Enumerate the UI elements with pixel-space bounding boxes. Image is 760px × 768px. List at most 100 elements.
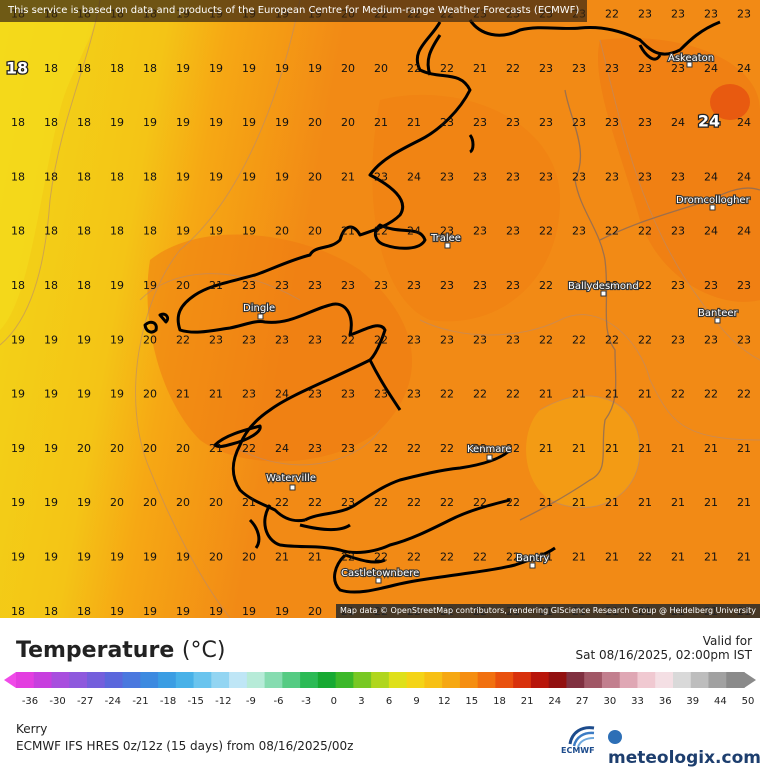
- grid-value: 18: [11, 225, 25, 238]
- grid-value: 19: [242, 605, 256, 618]
- town-dingle[interactable]: Dingle: [242, 302, 276, 315]
- scale-bar: [16, 672, 745, 688]
- temperature-map[interactable]: 18 18 18 18 18 19 19 19 19 19 20 22 22 22 23 23 23 23 22 23…: [0, 0, 760, 618]
- grid-value: 19: [209, 62, 223, 75]
- grid-value: 24: [671, 116, 685, 129]
- grid-value: 22: [539, 279, 553, 292]
- grid-value: 22: [638, 333, 652, 346]
- grid-value: 21: [638, 442, 652, 455]
- town-ballydesmond[interactable]: Ballydesmond: [567, 280, 640, 293]
- scale-tick-label: 3: [358, 696, 364, 707]
- grid-value: 23: [473, 170, 487, 183]
- grid-value: 19: [143, 605, 157, 618]
- town-castletownbere[interactable]: Castletownbere: [340, 567, 420, 580]
- grid-value: 20: [110, 442, 124, 455]
- grid-value: 20: [374, 62, 388, 75]
- grid-value: 23: [539, 116, 553, 129]
- grid-value: 22: [374, 551, 388, 564]
- grid-value: 24: [407, 170, 421, 183]
- town-banteer[interactable]: Banteer: [697, 307, 740, 320]
- grid-value: 23: [572, 279, 586, 292]
- grid-value: 19: [110, 116, 124, 129]
- scale-swatch: [637, 672, 656, 688]
- grid-value: 21: [638, 496, 652, 509]
- color-scale: -36 -30 -27 -24 -21 -18 -15 -12 -9 -6 -3 0 3 6 9 12 15 18…: [4, 672, 756, 707]
- ecmwf-label: ECMWF: [561, 746, 595, 755]
- scale-swatch: [584, 672, 603, 688]
- grid-value: 18: [77, 279, 91, 292]
- grid-value: 24: [704, 225, 718, 238]
- grid-value: 23: [638, 116, 652, 129]
- grid-value: 22: [242, 442, 256, 455]
- grid-value: 19: [143, 279, 157, 292]
- grid-value: 22: [341, 333, 355, 346]
- grid-value: 21: [737, 442, 751, 455]
- meteologix-brand[interactable]: meteologix.com: [608, 728, 760, 768]
- grid-value: 20: [77, 442, 91, 455]
- town-dromcollogher[interactable]: Dromcollogher: [675, 194, 752, 207]
- grid-value: 20: [308, 605, 322, 618]
- grid-value: 20: [176, 442, 190, 455]
- grid-value: 18: [77, 62, 91, 75]
- grid-value: 18: [77, 170, 91, 183]
- grid-value: 21: [539, 442, 553, 455]
- grid-value: 23: [704, 8, 718, 21]
- town-marker-bantry: [529, 562, 536, 569]
- grid-value: 22: [605, 333, 619, 346]
- grid-value: 23: [473, 116, 487, 129]
- grid-value: 19: [110, 279, 124, 292]
- grid-value: 19: [110, 333, 124, 346]
- town-marker-askeaton: [686, 61, 693, 68]
- scale-swatch: [33, 672, 53, 688]
- grid-value: 20: [308, 225, 322, 238]
- town-askeaton[interactable]: Askeaton: [667, 52, 715, 65]
- grid-value: 19: [44, 551, 58, 564]
- town-marker-kenmare: [486, 454, 493, 461]
- grid-value: 23: [605, 62, 619, 75]
- grid-value: 22: [638, 225, 652, 238]
- grid-value: 23: [539, 170, 553, 183]
- grid-value: 19: [176, 62, 190, 75]
- grid-value: 22: [374, 442, 388, 455]
- grid-value: 21: [671, 551, 685, 564]
- meteologix-text: meteologix.com: [608, 748, 760, 768]
- grid-value: 24: [737, 225, 751, 238]
- scale-tick-label: 39: [686, 696, 699, 707]
- grid-value: 22: [275, 496, 289, 509]
- grid-value: 21: [671, 442, 685, 455]
- grid-value: 23: [473, 333, 487, 346]
- grid-value: 22: [506, 442, 520, 455]
- grid-value: 22: [539, 333, 553, 346]
- town-kenmare[interactable]: Kenmare: [466, 443, 513, 456]
- scale-swatch: [513, 672, 532, 688]
- grid-value: 23: [374, 388, 388, 401]
- grid-value: 21: [572, 442, 586, 455]
- scale-swatch: [495, 672, 514, 688]
- grid-value: 22: [440, 551, 454, 564]
- coastline: [143, 19, 721, 594]
- map-area[interactable]: 18 18 18 18 18 19 19 19 19 19 20 22 22 22 23 23 23 23 22 23…: [0, 0, 760, 618]
- grid-value: 23: [737, 279, 751, 292]
- scale-swatch: [353, 672, 372, 688]
- grid-value: 18: [44, 62, 58, 75]
- town-bantry[interactable]: Bantry: [515, 552, 551, 565]
- grid-value: 23: [605, 170, 619, 183]
- grid-value: 23: [737, 333, 751, 346]
- scale-swatch: [459, 672, 479, 688]
- town-marker-dingle: [257, 313, 264, 320]
- grid-value: 19: [176, 605, 190, 618]
- grid-value: 18: [110, 170, 124, 183]
- grid-value: 21: [473, 62, 487, 75]
- map-attribution[interactable]: Map data © OpenStreetMap contributors, r…: [336, 604, 760, 618]
- town-tralee[interactable]: Tralee: [429, 232, 462, 245]
- legend-title: Temperature (°C): [16, 638, 225, 663]
- grid-value: 19: [209, 116, 223, 129]
- grid-value: 23: [539, 62, 553, 75]
- grid-value: 22: [737, 388, 751, 401]
- grid-value: 21: [176, 388, 190, 401]
- grid-value: 18: [44, 605, 58, 618]
- warm-zone-tralee: [372, 94, 560, 322]
- grid-value: 23: [275, 333, 289, 346]
- grid-value: 21: [209, 279, 223, 292]
- town-waterville[interactable]: Waterville: [265, 472, 317, 485]
